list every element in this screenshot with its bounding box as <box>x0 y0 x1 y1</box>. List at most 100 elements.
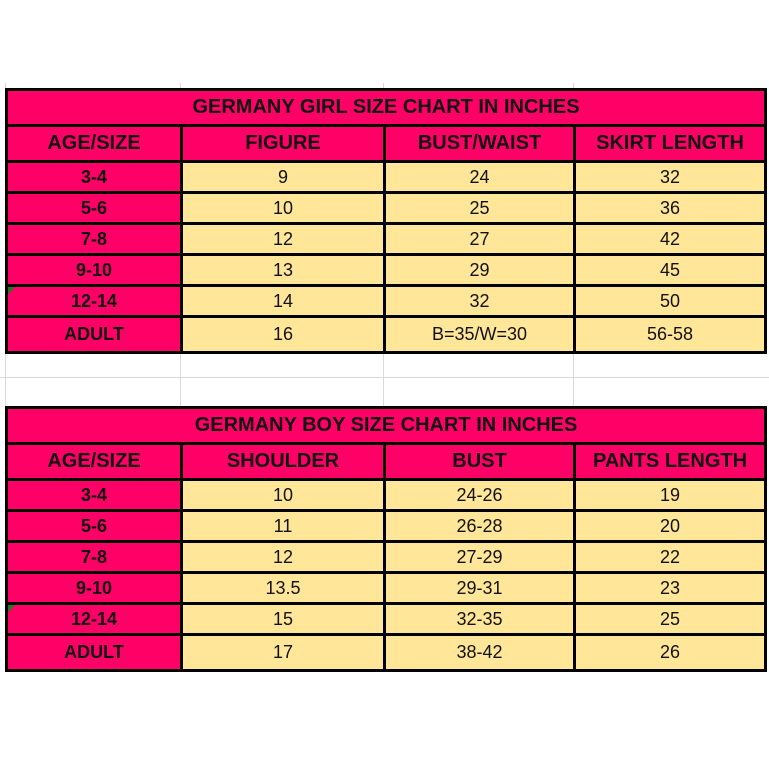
age-size-cell[interactable]: 9-10 <box>5 571 183 605</box>
value-cell[interactable]: 29 <box>383 253 576 287</box>
cell-text: 9 <box>277 166 288 187</box>
age-size-cell[interactable]: 7-8 <box>5 540 183 574</box>
value-cell[interactable]: 26-28 <box>383 509 576 543</box>
cell-text: 7-8 <box>80 546 107 567</box>
value-cell[interactable]: 29-31 <box>383 571 576 605</box>
table-row: 5-6 11 26-28 20 <box>5 509 768 543</box>
cell-text: 27 <box>469 228 490 249</box>
age-size-cell[interactable]: 9-10 <box>5 253 183 287</box>
column-header: SHOULDER <box>180 442 386 481</box>
age-size-cell[interactable]: 5-6 <box>5 509 183 543</box>
column-header: FIGURE <box>180 124 386 163</box>
cell-text: 27-29 <box>456 546 503 567</box>
cell-text: 23 <box>659 577 681 598</box>
value-cell[interactable]: 9 <box>180 160 386 194</box>
age-size-cell[interactable]: 7-8 <box>5 222 183 256</box>
cell-text: 25 <box>659 608 681 629</box>
cell-text: 9-10 <box>75 577 113 598</box>
gridline <box>0 377 769 378</box>
column-header: PANTS LENGTH <box>572 442 768 481</box>
value-cell[interactable]: 19 <box>572 478 768 512</box>
value-cell[interactable]: 32 <box>572 160 768 194</box>
age-size-cell[interactable]: 3-4 <box>5 478 183 512</box>
value-cell[interactable]: 23 <box>572 571 768 605</box>
value-cell[interactable]: 32 <box>383 284 576 318</box>
cell-text: 16 <box>272 324 294 344</box>
table-row: 3-4 10 24-26 19 <box>5 478 768 512</box>
value-cell[interactable]: 50 <box>572 284 768 318</box>
value-cell[interactable]: 17 <box>180 633 386 672</box>
value-cell[interactable]: 27 <box>383 222 576 256</box>
cell-text: 12-14 <box>70 608 118 629</box>
cell-text: 10 <box>272 484 294 505</box>
table-row: 5-6 10 25 36 <box>5 191 768 225</box>
age-size-cell[interactable]: 5-6 <box>5 191 183 225</box>
age-size-cell[interactable]: 12-14 <box>5 284 183 318</box>
value-cell[interactable]: 13.5 <box>180 571 386 605</box>
table-row: 9-10 13 29 45 <box>5 253 768 287</box>
cell-text: 32-35 <box>456 608 503 629</box>
cell-text: 13 <box>272 259 294 280</box>
cell-text: 12 <box>272 228 294 249</box>
girl-chart-title: GERMANY GIRL SIZE CHART IN INCHES <box>4 88 768 127</box>
value-cell[interactable]: 16 <box>180 315 386 354</box>
value-cell[interactable]: 42 <box>572 222 768 256</box>
value-cell[interactable]: 25 <box>572 602 768 636</box>
column-header: AGE/SIZE <box>5 124 183 163</box>
value-cell[interactable]: 24-26 <box>383 478 576 512</box>
value-cell[interactable]: 27-29 <box>383 540 576 574</box>
cell-text: 5-6 <box>80 197 107 218</box>
value-cell[interactable]: 56-58 <box>572 315 768 354</box>
value-cell[interactable]: 26 <box>572 633 768 672</box>
cell-text: 29 <box>469 259 490 280</box>
value-cell[interactable]: 38-42 <box>383 633 576 672</box>
age-size-cell[interactable]: 12-14 <box>5 602 183 636</box>
value-cell[interactable]: 36 <box>572 191 768 225</box>
cell-text: 45 <box>659 259 681 280</box>
cell-text: 26-28 <box>456 515 503 536</box>
value-cell[interactable]: 24 <box>383 160 576 194</box>
value-cell[interactable]: 22 <box>572 540 768 574</box>
cell-text: ADULT <box>64 324 124 344</box>
cell-text: 24-26 <box>456 484 503 505</box>
value-cell[interactable]: 45 <box>572 253 768 287</box>
value-cell[interactable]: 25 <box>383 191 576 225</box>
cell-text: 25 <box>469 197 490 218</box>
table-row: ADULT 16 B=35/W=30 56-58 <box>5 315 768 354</box>
value-cell[interactable]: 11 <box>180 509 386 543</box>
cell-text: 9-10 <box>75 259 113 280</box>
value-cell[interactable]: 32-35 <box>383 602 576 636</box>
cell-text: 5-6 <box>80 515 107 536</box>
table-row: 12-14 15 32-35 25 <box>5 602 768 636</box>
value-cell[interactable]: B=35/W=30 <box>383 315 576 354</box>
comment-indicator-icon <box>8 605 15 612</box>
girl-size-chart: GERMANY GIRL SIZE CHART IN INCHES AGE/SI… <box>4 88 768 354</box>
cell-text: 32 <box>469 290 490 311</box>
value-cell[interactable]: 12 <box>180 222 386 256</box>
value-cell[interactable]: 10 <box>180 191 386 225</box>
value-cell[interactable]: 14 <box>180 284 386 318</box>
age-size-cell[interactable]: 3-4 <box>5 160 183 194</box>
column-header: BUST/WAIST <box>383 124 576 163</box>
cell-text: 42 <box>659 228 681 249</box>
cell-text: 50 <box>659 290 681 311</box>
column-header: AGE/SIZE <box>5 442 183 481</box>
age-size-cell[interactable]: ADULT <box>5 633 183 672</box>
value-cell[interactable]: 10 <box>180 478 386 512</box>
cell-text: 11 <box>273 515 293 536</box>
table-row: 12-14 14 32 50 <box>5 284 768 318</box>
column-header: SKIRT LENGTH <box>572 124 768 163</box>
value-cell[interactable]: 12 <box>180 540 386 574</box>
value-cell[interactable]: 20 <box>572 509 768 543</box>
cell-text: 14 <box>272 290 294 311</box>
value-cell[interactable]: 13 <box>180 253 386 287</box>
cell-text: 3-4 <box>80 484 107 505</box>
column-header: BUST <box>383 442 576 481</box>
table-row: ADULT 17 38-42 26 <box>5 633 768 672</box>
cell-text: ADULT <box>64 642 124 662</box>
cell-text: 12 <box>272 546 294 567</box>
value-cell[interactable]: 15 <box>180 602 386 636</box>
cell-text: 13.5 <box>265 577 301 598</box>
age-size-cell[interactable]: ADULT <box>5 315 183 354</box>
cell-text: 3-4 <box>80 166 107 187</box>
